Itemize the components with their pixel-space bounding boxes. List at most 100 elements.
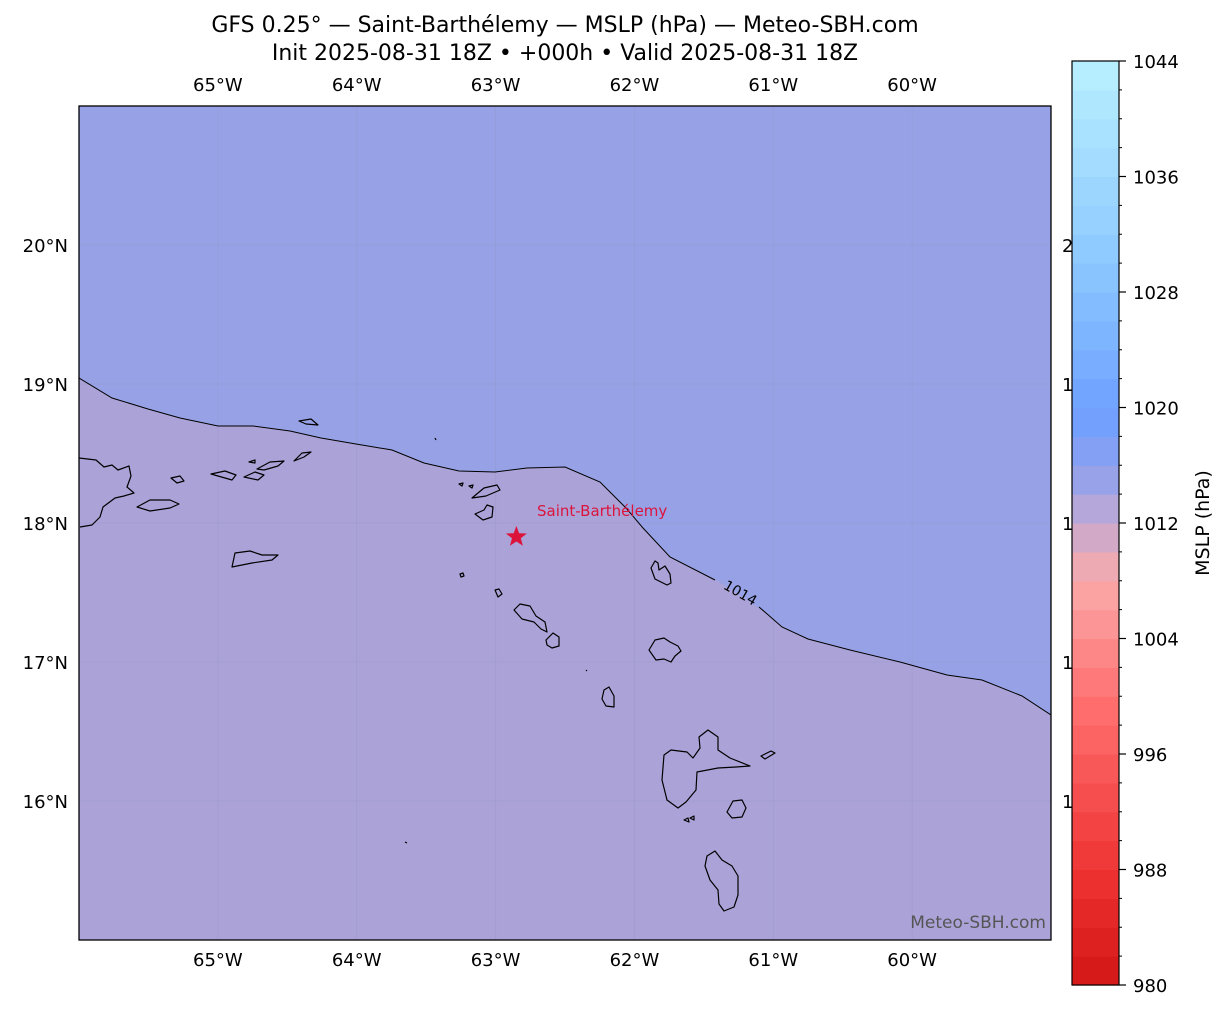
colorbar-segment (1072, 205, 1119, 235)
coast-anegada (298, 418, 319, 426)
lat-tick-left: 20°N (23, 236, 68, 257)
colorbar-segment (1072, 869, 1119, 899)
coast-jost (248, 459, 256, 464)
coast-sombrero (434, 437, 437, 441)
colorbar-segment (1072, 349, 1119, 380)
colorbar-segment (1072, 754, 1119, 784)
colorbar-segment (1072, 580, 1119, 611)
colorbar-segment (1072, 927, 1119, 957)
map-title: GFS 0.25° — Saint-Barthélemy — MSLP (hPa… (0, 12, 1130, 68)
colorbar-segment (1072, 61, 1119, 91)
lon-tick-top: 63°W (471, 75, 521, 96)
isobar-1014 (79, 377, 1051, 716)
lat-tick-left: 17°N (23, 653, 68, 674)
colorbar-segment (1072, 320, 1119, 351)
location-star-icon (505, 525, 527, 546)
colorbar-tick-label: 996 (1133, 745, 1167, 766)
lat-tick-right-clipped: 1 (1062, 653, 1073, 674)
colorbar-tick-label: 1020 (1133, 399, 1179, 420)
colorbar-segment (1072, 176, 1119, 206)
map-panel: 1014 Saint-Barthélemy Meteo-SBH.com (79, 106, 1051, 940)
map-border (78, 105, 1052, 941)
colorbar: 980 988 996 1004 1012 1020 1028 1036 1044 (1071, 52, 1179, 997)
lon-tick-bottom: 61°W (748, 950, 798, 971)
coast-st-eustatius (494, 588, 503, 598)
lat-tick-left: 16°N (23, 792, 68, 813)
coast-puerto-rico (79, 457, 135, 528)
coast-montserrat (601, 686, 615, 708)
colorbar-segment (1072, 609, 1119, 640)
lon-tick-top: 60°W (887, 75, 937, 96)
colorbar-segment (1072, 407, 1119, 437)
colorbar-tick-label: 1012 (1133, 514, 1179, 535)
lon-tick-bottom: 60°W (887, 950, 937, 971)
coastlines (79, 418, 776, 912)
coast-st-martin (471, 484, 501, 499)
coast-vieques (136, 499, 180, 512)
gridlines (79, 106, 1051, 940)
colorbar-tick-label: 1004 (1133, 630, 1179, 651)
coast-st-kitts (513, 603, 548, 633)
left-lat-ticks: 20°N 19°N 18°N 17°N 16°N (23, 236, 68, 813)
lat-tick-right-clipped: 2 (1062, 236, 1073, 257)
colorbar-segment (1072, 147, 1119, 178)
title-line-1: GFS 0.25° — Saint-Barthélemy — MSLP (hPa… (211, 13, 919, 38)
colorbar-segment (1072, 465, 1119, 495)
lon-tick-bottom: 65°W (193, 950, 243, 971)
watermark: Meteo-SBH.com (910, 913, 1046, 933)
coast-aves (404, 841, 408, 844)
lat-tick-right-clipped: 1 (1062, 514, 1073, 535)
lat-tick-left: 19°N (23, 375, 68, 396)
colorbar-segment (1072, 840, 1119, 871)
coast-marie-galante (726, 799, 747, 819)
coast-antigua (648, 637, 682, 663)
colorbar-segment (1072, 118, 1119, 149)
location-label: Saint-Barthélemy (537, 502, 667, 520)
colorbar-segment (1072, 494, 1119, 524)
coast-tortola (256, 460, 285, 471)
colorbar-segment (1072, 523, 1119, 553)
coast-st-john (243, 471, 265, 481)
coast-dominica (704, 850, 739, 912)
colorbar-label: MSLP (hPa) (1192, 470, 1214, 576)
top-lon-ticks: 65°W 64°W 63°W 62°W 61°W 60°W (193, 75, 937, 96)
lon-tick-top: 64°W (332, 75, 382, 96)
colorbar-segment (1072, 898, 1119, 928)
colorbar-segment (1072, 551, 1119, 582)
colorbar-tick-label: 1044 (1133, 52, 1179, 73)
colorbar-tick-label: 1036 (1133, 168, 1179, 189)
pressure-fill-north (79, 106, 1051, 715)
lat-tick-left: 18°N (23, 514, 68, 535)
lon-tick-bottom: 64°W (332, 950, 382, 971)
colorbar-segment (1072, 234, 1119, 264)
lon-tick-bottom: 62°W (610, 950, 660, 971)
coast-nevis (545, 632, 560, 649)
colorbar-segment (1072, 811, 1119, 842)
coast-les-saintes (683, 815, 695, 823)
coast-saba (459, 572, 465, 578)
colorbar-segment (1072, 782, 1119, 813)
bottom-lon-ticks: 65°W 64°W 63°W 62°W 61°W 60°W (193, 950, 937, 971)
lon-tick-top: 61°W (748, 75, 798, 96)
title-line-2: Init 2025-08-31 18Z • +000h • Valid 2025… (271, 41, 859, 66)
coast-desirade (760, 750, 776, 760)
coast-barbuda (650, 560, 672, 586)
coast-virgin-gorda (293, 451, 312, 462)
lat-tick-right-clipped: 1 (1062, 792, 1073, 813)
colorbar-segment (1072, 667, 1119, 697)
colorbar-segment (1072, 638, 1119, 668)
lat-tick-right-clipped: 1 (1062, 375, 1073, 396)
colorbar-tick-label: 980 (1133, 976, 1167, 997)
colorbar-segment (1072, 436, 1119, 466)
coast-anguilla (458, 482, 464, 487)
colorbar-segment (1072, 956, 1119, 986)
coast-anguilla-2 (468, 484, 474, 489)
coast-guadeloupe (661, 729, 751, 809)
colorbar-segment (1072, 725, 1119, 755)
colorbar-segment (1072, 292, 1119, 322)
colorbar-tick-label: 988 (1133, 861, 1167, 882)
lon-tick-bottom: 63°W (471, 950, 521, 971)
lon-tick-top: 62°W (610, 75, 660, 96)
coast-st-croix (231, 550, 279, 568)
colorbar-segment (1072, 696, 1119, 726)
